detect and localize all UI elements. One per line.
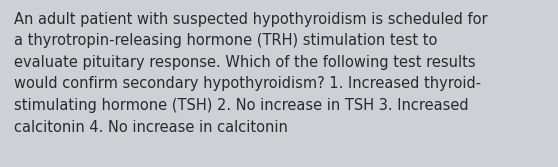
Text: An adult patient with suspected hypothyroidism is scheduled for
a thyrotropin-re: An adult patient with suspected hypothyr… (14, 12, 488, 135)
